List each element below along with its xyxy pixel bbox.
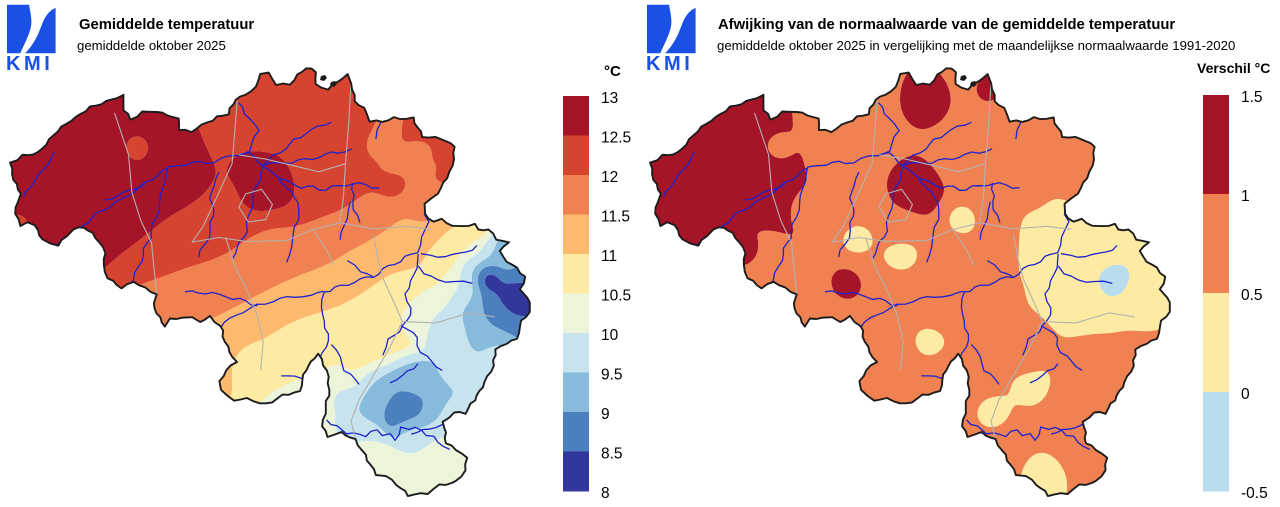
svg-text:0.5: 0.5 — [1241, 287, 1263, 304]
svg-text:12: 12 — [601, 169, 618, 186]
svg-text:1: 1 — [1241, 188, 1250, 205]
svg-text:9: 9 — [601, 406, 610, 423]
svg-text:1.5: 1.5 — [1241, 89, 1263, 106]
svg-text:KMI: KMI — [647, 53, 693, 75]
svg-text:11.5: 11.5 — [601, 209, 630, 226]
svg-text:°C: °C — [604, 63, 621, 80]
svg-text:Verschil °C: Verschil °C — [1197, 60, 1270, 76]
svg-text:8.5: 8.5 — [601, 446, 623, 463]
svg-text:KMI: KMI — [7, 53, 53, 75]
svg-text:11: 11 — [601, 248, 617, 265]
svg-text:8: 8 — [601, 485, 610, 502]
svg-text:13: 13 — [601, 90, 618, 107]
svg-text:9.5: 9.5 — [601, 367, 623, 384]
svg-text:12.5: 12.5 — [601, 130, 631, 147]
svg-text:-0.5: -0.5 — [1241, 485, 1268, 502]
svg-text:10: 10 — [601, 327, 619, 344]
svg-text:0: 0 — [1241, 386, 1250, 403]
svg-text:10.5: 10.5 — [601, 288, 631, 305]
